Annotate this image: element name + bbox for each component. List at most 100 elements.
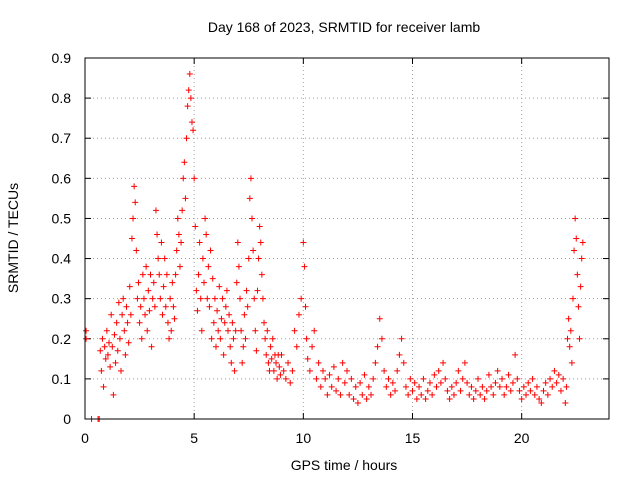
data-point (285, 359, 292, 366)
data-point (302, 303, 309, 310)
data-point (110, 391, 117, 398)
data-point (183, 135, 190, 142)
data-point (416, 383, 423, 390)
data-point (274, 375, 281, 382)
data-point (199, 255, 206, 262)
axis-ticks (84, 57, 609, 420)
data-point (492, 379, 499, 386)
data-point (520, 383, 527, 390)
data-point (429, 391, 436, 398)
data-point (115, 299, 122, 306)
data-point (175, 231, 182, 238)
data-point (363, 395, 370, 402)
y-axis-label: SRMTID / TECUs (5, 183, 21, 293)
data-point (565, 315, 572, 322)
data-point (442, 375, 449, 382)
data-point (106, 339, 113, 346)
data-point (577, 283, 584, 290)
data-point (178, 239, 185, 246)
data-point (198, 327, 205, 334)
data-point (226, 311, 233, 318)
data-point (383, 383, 390, 390)
data-point (262, 335, 269, 342)
data-point (170, 303, 177, 310)
data-point (392, 387, 399, 394)
data-point (411, 379, 418, 386)
y-tick-label: 0.7 (52, 130, 72, 146)
x-axis-label: GPS time / hours (291, 457, 398, 473)
data-point (319, 367, 326, 374)
data-point (547, 375, 554, 382)
data-point (222, 303, 229, 310)
data-point (444, 387, 451, 394)
data-point (151, 303, 158, 310)
y-tick-label: 0.9 (52, 50, 72, 66)
data-point (372, 359, 379, 366)
data-point (540, 387, 547, 394)
data-point (147, 271, 154, 278)
data-point (136, 319, 143, 326)
data-point (483, 387, 490, 394)
data-point (209, 275, 216, 282)
data-point (186, 71, 193, 78)
data-point (113, 319, 120, 326)
data-point (109, 343, 116, 350)
data-point (238, 327, 245, 334)
data-point (507, 387, 514, 394)
data-point (241, 311, 248, 318)
data-point (125, 339, 132, 346)
data-point (159, 311, 166, 318)
data-points (83, 71, 586, 422)
data-point (179, 207, 186, 214)
data-point (538, 399, 545, 406)
data-point (149, 295, 156, 302)
y-tick-label: 0.5 (52, 210, 72, 226)
data-point (230, 335, 237, 342)
y-tick-label: 0.2 (52, 331, 72, 347)
data-point (455, 367, 462, 374)
data-point (203, 231, 210, 238)
data-point (101, 343, 108, 350)
data-point (152, 207, 159, 214)
data-point (488, 383, 495, 390)
data-point (182, 195, 189, 202)
data-point (250, 247, 257, 254)
data-point (566, 343, 573, 350)
y-tick-label: 0.1 (52, 371, 72, 387)
data-point (173, 247, 180, 254)
data-point (128, 235, 135, 242)
data-point (396, 351, 403, 358)
data-point (268, 355, 275, 362)
data-point (503, 383, 510, 390)
data-point (232, 327, 239, 334)
data-point (370, 375, 377, 382)
data-point (440, 359, 447, 366)
data-point (293, 343, 300, 350)
data-point (300, 239, 307, 246)
data-point (127, 311, 134, 318)
data-point (225, 327, 232, 334)
data-point (571, 247, 578, 254)
data-point (560, 375, 567, 382)
x-tick-label: 5 (190, 430, 198, 446)
data-point (402, 383, 409, 390)
data-point (315, 359, 322, 366)
plot-frame (84, 57, 610, 420)
data-point (295, 311, 302, 318)
data-point (405, 391, 412, 398)
data-point (148, 343, 155, 350)
data-point (83, 327, 90, 334)
data-point (317, 383, 324, 390)
data-point (247, 175, 254, 182)
data-point (533, 383, 540, 390)
data-point (240, 343, 247, 350)
data-point (525, 379, 532, 386)
data-point (107, 363, 114, 370)
data-point (126, 283, 133, 290)
data-point (481, 395, 488, 402)
data-point (231, 367, 238, 374)
data-point (220, 351, 227, 358)
data-point (433, 383, 440, 390)
data-point (161, 255, 168, 262)
